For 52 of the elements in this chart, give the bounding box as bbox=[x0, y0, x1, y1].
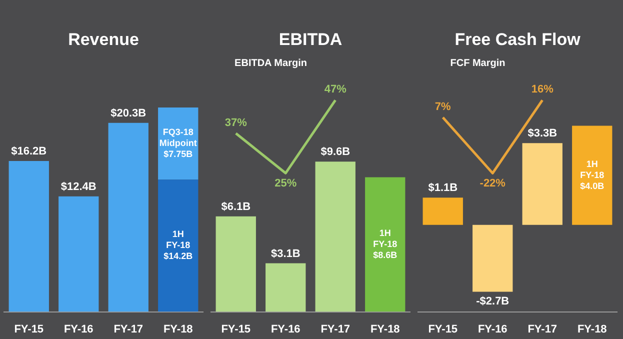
data-label: $9.6B bbox=[320, 146, 350, 158]
annotation: 1H FY-18 bbox=[166, 229, 190, 250]
chart-title: Revenue bbox=[68, 30, 139, 49]
data-label: $20.3B bbox=[110, 107, 146, 120]
data-label: 16% bbox=[531, 84, 554, 96]
x-tick-label: FY-18 bbox=[577, 323, 607, 336]
x-tick-label: FY-17 bbox=[320, 323, 350, 336]
data-label: $7.75B bbox=[164, 149, 194, 160]
bar bbox=[108, 122, 148, 312]
annotation: FQ3-18 Midpoint bbox=[159, 127, 197, 148]
x-tick-label: FY-16 bbox=[64, 323, 94, 336]
chart-title: EBITDA bbox=[278, 30, 342, 49]
data-label: $14.2B bbox=[164, 251, 194, 262]
bar bbox=[315, 162, 356, 312]
x-tick-label: FY-15 bbox=[428, 323, 458, 336]
bar bbox=[522, 143, 562, 225]
bar bbox=[58, 196, 99, 312]
bar bbox=[365, 177, 406, 312]
data-label: -22% bbox=[480, 178, 506, 190]
x-tick-label: FY-17 bbox=[528, 323, 558, 336]
bar bbox=[266, 263, 306, 312]
x-tick-label: FY-15 bbox=[221, 323, 251, 336]
bar bbox=[158, 180, 198, 312]
annotation: 1H FY-18 bbox=[580, 158, 604, 180]
data-label: $6.1B bbox=[221, 200, 251, 213]
data-label: 7% bbox=[434, 100, 452, 113]
bar bbox=[216, 216, 256, 312]
x-tick-label: FY-15 bbox=[14, 323, 44, 336]
text: FCF Margin bbox=[450, 58, 506, 70]
annotation: 1H FY-18 bbox=[373, 228, 398, 249]
chart-title: Free Cash Flow bbox=[454, 30, 582, 49]
x-tick-label: FY-18 bbox=[370, 323, 400, 336]
data-label: 25% bbox=[274, 178, 297, 190]
data-label: $1.1B bbox=[428, 182, 458, 194]
x-tick-label: FY-18 bbox=[163, 323, 193, 336]
x-tick-label: FY-16 bbox=[478, 323, 508, 336]
data-label: $12.4B bbox=[60, 180, 96, 193]
data-label: 37% bbox=[224, 116, 248, 129]
data-label: $4.0B bbox=[580, 180, 605, 191]
data-label: $3.1B bbox=[270, 248, 300, 260]
bar bbox=[572, 126, 612, 225]
bar bbox=[472, 224, 513, 292]
data-label: -$2.7B bbox=[476, 295, 510, 308]
x-tick-label: FY-16 bbox=[270, 323, 300, 336]
data-label: $3.3B bbox=[528, 128, 558, 140]
data-label: $8.6B bbox=[373, 250, 398, 260]
data-label: 47% bbox=[324, 84, 347, 96]
bar bbox=[422, 198, 463, 225]
bar bbox=[8, 161, 49, 312]
data-label: $16.2B bbox=[11, 146, 47, 158]
x-tick-label: FY-17 bbox=[114, 323, 144, 336]
text: EBITDA Margin bbox=[234, 58, 307, 70]
